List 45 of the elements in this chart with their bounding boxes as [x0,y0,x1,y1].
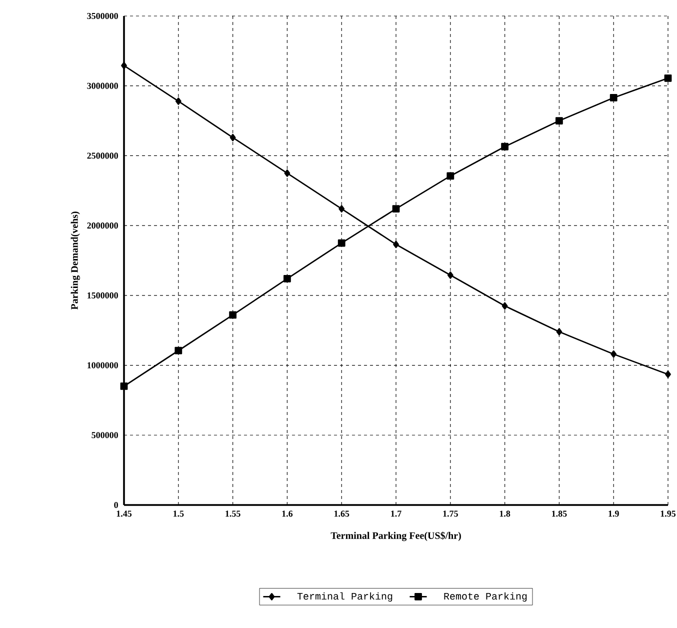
y-tick-label: 2500000 [87,152,118,159]
x-tick-label: 1.65 [334,510,350,517]
y-tick-label: 3500000 [87,12,118,20]
point [446,172,454,180]
point [447,271,454,279]
point [284,169,290,177]
point [338,239,346,247]
x-tick-label: 1.8 [500,510,510,517]
point [556,328,562,336]
point [121,62,127,70]
x-tick-label: 1.95 [660,510,676,517]
point [175,98,182,105]
x-tick-label: 1.45 [116,510,132,517]
point [501,142,508,150]
point [392,205,400,212]
y-axis-title: Parking Demand(vehs) [70,212,80,310]
point [610,94,618,102]
y-tick-label: 500000 [92,432,118,438]
y-tick-label: 1500000 [88,292,118,298]
x-tick-label: 1.85 [552,510,567,517]
point [610,350,617,358]
point [556,117,563,124]
y-tick-label: 1000000 [88,362,118,368]
point [502,302,508,310]
point [229,311,237,319]
point [120,382,128,390]
y-tick-label: 2000000 [87,222,118,229]
x-tick-label: 1.6 [282,510,293,517]
point [174,346,182,354]
point [284,274,291,282]
point [230,134,236,142]
x-tick-label: 1.9 [608,510,619,517]
point [338,205,345,212]
legend-label: Terminal Parking [297,592,392,602]
point [665,370,671,378]
x-axis-title: Terminal Parking Fee(US$/hr) [330,532,461,542]
y-tick-label: 0 [114,502,118,508]
x-tick-label: 1.5 [174,510,184,517]
legend-label: Remote Parking [444,592,527,602]
y-tick-label: 3000000 [87,82,118,89]
x-tick-label: 1.7 [391,510,402,517]
point [393,240,399,248]
x-tick-label: 1.75 [443,510,458,517]
x-tick-label: 1.55 [226,510,240,517]
point [664,74,672,82]
